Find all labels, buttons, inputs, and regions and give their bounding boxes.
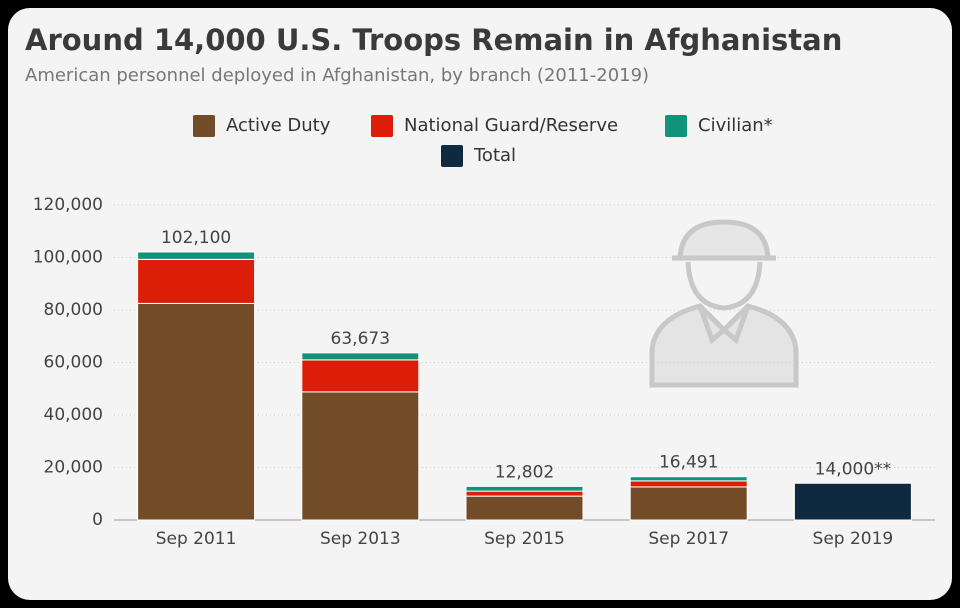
- y-tick-label: 20,000: [44, 458, 103, 478]
- bar-segment: [301, 352, 420, 361]
- bar-segment: [629, 476, 748, 482]
- y-tick-label: 40,000: [44, 405, 103, 425]
- total-label: 16,491: [659, 453, 718, 473]
- legend-label: Active Duty: [226, 115, 331, 136]
- total-label: 63,673: [331, 329, 390, 349]
- x-tick-label: Sep 2013: [320, 529, 401, 549]
- chart-subtitle: American personnel deployed in Afghanist…: [25, 65, 649, 86]
- x-tick-label: Sep 2019: [813, 529, 894, 549]
- bar-segment: [137, 302, 256, 521]
- legend-swatch: [441, 145, 463, 167]
- x-tick-label: Sep 2011: [156, 529, 237, 549]
- total-label: 14,000**: [815, 459, 891, 479]
- y-tick-label: 80,000: [44, 300, 103, 320]
- bar-segment: [137, 251, 256, 260]
- total-label: 102,100: [161, 228, 231, 248]
- legend-label: Total: [473, 145, 516, 166]
- x-tick-label: Sep 2015: [484, 529, 565, 549]
- bar-segment: [465, 495, 584, 521]
- x-tick-label: Sep 2017: [648, 529, 729, 549]
- bar-segment: [629, 480, 748, 488]
- bar-segment: [301, 391, 420, 521]
- bar-segment: [465, 490, 584, 497]
- total-label: 12,802: [495, 462, 554, 482]
- bar-segment: [629, 486, 748, 521]
- bar-segment: [301, 359, 420, 393]
- y-tick-label: 60,000: [44, 353, 103, 373]
- y-tick-label: 120,000: [33, 195, 103, 215]
- legend-swatch: [665, 115, 687, 137]
- legend-swatch: [193, 115, 215, 137]
- y-tick-label: 0: [92, 510, 103, 530]
- legend-label: National Guard/Reserve: [404, 115, 618, 136]
- bar-segment: [793, 482, 912, 521]
- bar-segment: [465, 485, 584, 492]
- bar-segment: [137, 258, 256, 304]
- chart-title: Around 14,000 U.S. Troops Remain in Afgh…: [25, 23, 842, 57]
- y-tick-label: 100,000: [33, 248, 103, 268]
- legend-swatch: [371, 115, 393, 137]
- legend-label: Civilian*: [698, 115, 773, 136]
